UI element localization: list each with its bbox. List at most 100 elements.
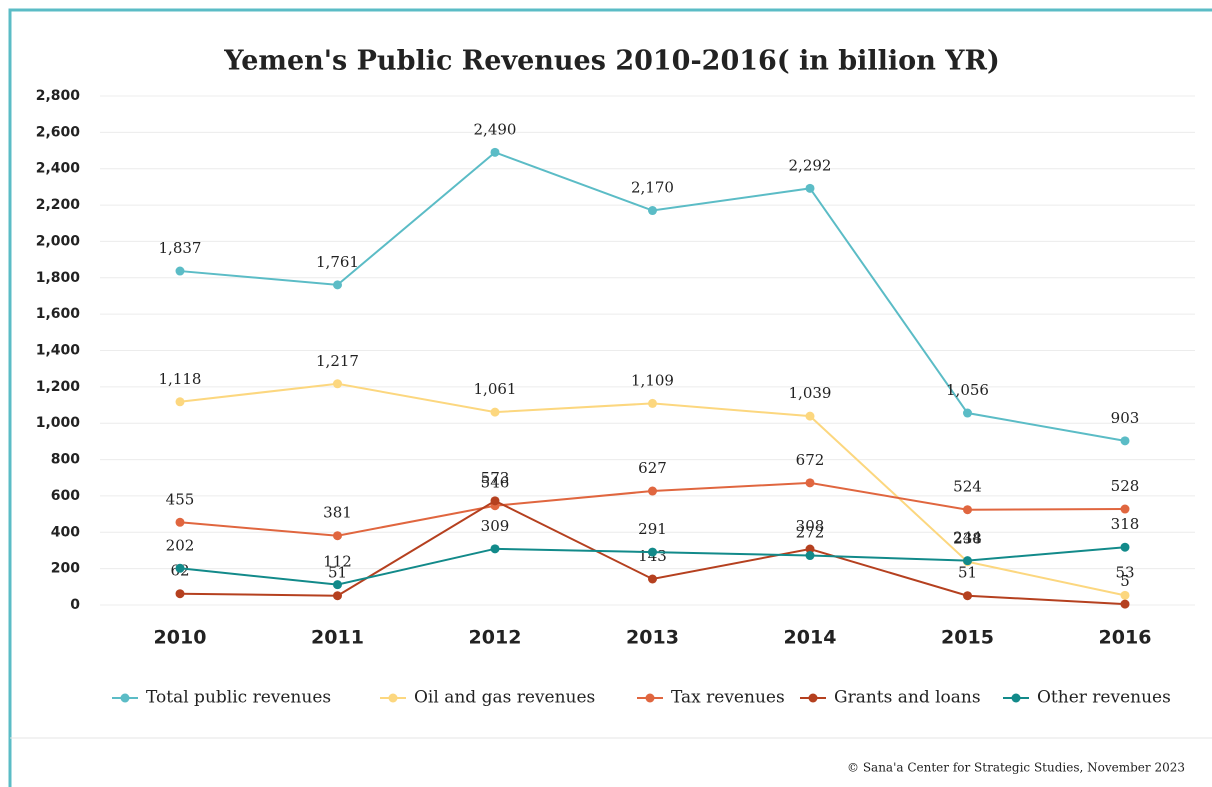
y-tick-label: 800 — [51, 452, 80, 468]
data-point — [175, 517, 185, 527]
data-label: 627 — [638, 459, 667, 477]
data-label: 272 — [796, 524, 825, 542]
data-point — [963, 556, 972, 566]
y-tick-label: 400 — [51, 524, 80, 540]
data-point — [1120, 436, 1130, 446]
x-tick-label: 2014 — [784, 627, 837, 649]
y-tick-label: 1,200 — [36, 379, 81, 395]
data-point — [1120, 590, 1130, 600]
y-tick-label: 0 — [70, 597, 80, 613]
y-tick-label: 600 — [51, 488, 80, 504]
data-point — [963, 591, 972, 601]
legend-marker — [120, 693, 130, 703]
data-label: 318 — [1111, 515, 1140, 533]
data-label: 455 — [166, 490, 195, 508]
y-tick-label: 2,800 — [36, 88, 81, 104]
data-label: 2,170 — [631, 179, 674, 197]
data-label: 2,490 — [474, 120, 517, 138]
data-point — [805, 478, 815, 488]
frame — [8, 8, 1212, 787]
data-point — [805, 551, 815, 561]
legend-label: Grants and loans — [834, 688, 981, 708]
data-point — [805, 544, 815, 554]
data-point — [1120, 504, 1130, 514]
y-tick-label: 2,000 — [36, 233, 81, 249]
y-tick-label: 1,600 — [36, 306, 81, 322]
data-point — [963, 505, 972, 515]
data-point — [490, 147, 500, 157]
x-tick-label: 2015 — [941, 627, 994, 649]
data-label: 1,118 — [159, 370, 202, 388]
data-point — [490, 496, 500, 506]
data-label: 112 — [323, 553, 352, 571]
data-point — [805, 411, 815, 421]
y-tick-label: 2,600 — [36, 124, 81, 140]
legend-marker — [388, 693, 398, 703]
data-point — [648, 486, 657, 496]
data-label: 244 — [953, 529, 982, 547]
data-point — [333, 580, 342, 590]
legend-marker — [645, 693, 655, 703]
data-label: 573 — [481, 469, 510, 487]
chart-title: Yemen's Public Revenues 2010-2016( in bi… — [223, 46, 999, 77]
legend-marker — [808, 693, 818, 703]
data-label: 53 — [1115, 563, 1134, 581]
data-point — [648, 574, 657, 584]
legend-label: Total public revenues — [146, 688, 331, 708]
source-note: © Sana'a Center for Strategic Studies, N… — [847, 761, 1185, 775]
data-label: 202 — [166, 536, 195, 554]
data-label: 524 — [953, 478, 982, 496]
legend-marker — [1011, 693, 1021, 703]
x-tick-label: 2010 — [154, 627, 207, 649]
data-point — [1120, 542, 1130, 552]
legend-label: Tax revenues — [671, 688, 785, 708]
data-label: 309 — [481, 517, 510, 535]
y-tick-label: 1,400 — [36, 343, 81, 359]
data-label: 308 — [796, 517, 825, 535]
data-point — [175, 266, 185, 276]
data-label: 51 — [328, 564, 347, 582]
x-tick-label: 2012 — [469, 627, 522, 649]
y-tick-label: 1,800 — [36, 270, 81, 286]
data-label: 291 — [638, 520, 667, 538]
x-tick-label: 2016 — [1099, 627, 1152, 649]
data-label: 672 — [796, 451, 825, 469]
data-point — [1120, 599, 1130, 609]
data-label: 1,056 — [946, 381, 989, 399]
data-label: 1,109 — [631, 371, 674, 389]
data-point — [333, 531, 342, 541]
data-label: 1,761 — [316, 253, 359, 271]
data-point — [175, 563, 185, 573]
data-point — [175, 397, 185, 407]
data-point — [333, 591, 342, 601]
data-label: 903 — [1111, 409, 1140, 427]
data-point — [175, 589, 185, 599]
data-label: 1,061 — [474, 380, 517, 398]
data-point — [490, 544, 500, 554]
y-tick-label: 2,200 — [36, 197, 81, 213]
data-label: 2,292 — [789, 156, 832, 174]
y-tick-label: 1,000 — [36, 415, 81, 431]
y-tick-label: 200 — [51, 561, 80, 577]
data-point — [333, 379, 342, 389]
data-label: 1,837 — [159, 239, 202, 257]
x-tick-label: 2011 — [311, 627, 364, 649]
legend-label: Other revenues — [1037, 688, 1171, 708]
data-label: 381 — [323, 504, 352, 522]
data-point — [648, 547, 657, 557]
data-label: 546 — [481, 474, 510, 492]
legend-label: Oil and gas revenues — [414, 688, 595, 708]
y-tick-label: 2,400 — [36, 161, 81, 177]
data-point — [490, 407, 500, 417]
data-label: 1,039 — [789, 384, 832, 402]
data-point — [648, 206, 657, 216]
data-label: 238 — [953, 530, 982, 548]
data-point — [333, 280, 342, 290]
data-point — [648, 398, 657, 408]
x-tick-label: 2013 — [626, 627, 679, 649]
data-label: 528 — [1111, 477, 1140, 495]
data-label: 1,217 — [316, 352, 359, 370]
data-label: 5 — [1120, 572, 1130, 590]
data-point — [805, 183, 815, 193]
